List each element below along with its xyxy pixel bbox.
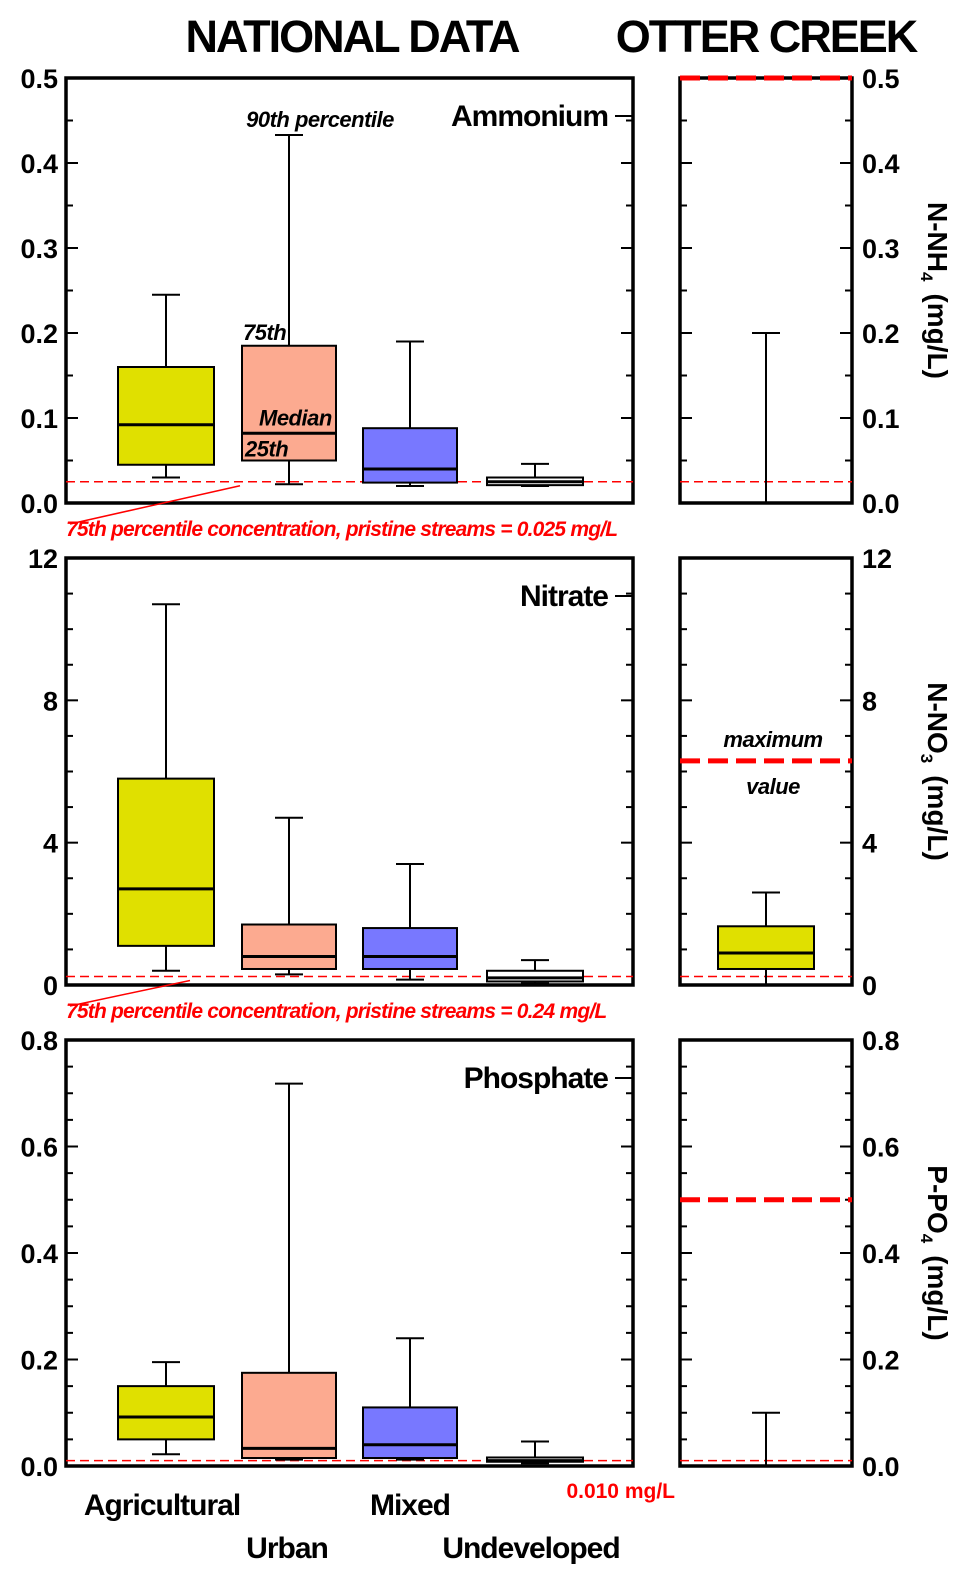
y-tick-label-right: 0.4 (862, 149, 900, 179)
box-iqr (241, 1371, 337, 1460)
box-iqr (362, 427, 458, 484)
box-mixed (362, 863, 458, 981)
reference-label: 75th percentile concentration, pristine … (66, 1000, 606, 1023)
y-tick-label-right: 0.3 (862, 234, 900, 264)
maximum-annotation: maximum (723, 727, 822, 752)
reference-pointer (69, 979, 191, 1007)
category-label-urban: Urban (246, 1532, 328, 1565)
category-label-mixed: Mixed (370, 1489, 450, 1522)
box-iqr (241, 923, 337, 970)
box-iqr (362, 927, 458, 970)
y-tick-label: 8 (43, 686, 58, 716)
box-undeveloped (486, 1440, 584, 1465)
y-tick-label: 0.1 (20, 404, 58, 434)
panel-ammonium: 0.0 0.0 0.1 0.1 0.2 0.2 0.3 0.3 0.4 0.4 0.5 0.5 Ammo… (20, 64, 953, 541)
reference-label: 0.010 mg/L (566, 1480, 675, 1503)
box-iqr (717, 925, 815, 970)
p75-annotation: 75th (243, 320, 286, 345)
panel-title: Ammonium (451, 100, 608, 133)
otter-creek-title: OTTER CREEK (616, 11, 919, 62)
y-tick-label: 0.4 (20, 149, 58, 179)
box-urban (241, 133, 337, 486)
panel-phosphate: 0.0 0.0 0.2 0.2 0.4 0.4 0.6 0.6 0.8 0.8 Phosphate P… (20, 1026, 953, 1503)
p25-annotation: 25th (244, 437, 288, 462)
y-tick-label: 0.6 (20, 1133, 58, 1163)
box-undeveloped (486, 959, 584, 985)
y-tick-label-right: 0.2 (862, 1346, 900, 1376)
y-tick-label: 12 (28, 544, 58, 574)
y-tick-label: 0 (43, 971, 58, 1001)
category-label-undeveloped: Undeveloped (442, 1532, 619, 1565)
y-tick-label: 4 (43, 829, 58, 859)
y-tick-label: 0.2 (20, 1346, 58, 1376)
box-iqr (117, 1385, 215, 1441)
panel-title: Phosphate (464, 1062, 609, 1095)
box-mixed (362, 1337, 458, 1461)
box-agricultural (117, 603, 215, 972)
panels: 0.0 0.0 0.1 0.1 0.2 0.2 0.3 0.3 0.4 0.4 0.5 0.5 Ammo… (20, 64, 953, 1565)
y-tick-label: 0.2 (20, 319, 58, 349)
box-undeveloped (486, 462, 584, 487)
y-tick-label: 0.0 (20, 489, 58, 519)
otter-frame (678, 1038, 854, 1468)
reference-pointer (69, 485, 241, 525)
box-urban (241, 816, 337, 976)
national-data-title: NATIONAL DATA (185, 11, 520, 62)
p90-annotation: 90th percentile (246, 107, 394, 132)
otter-creek-data (680, 75, 852, 503)
median-annotation: Median (259, 405, 332, 430)
y-tick-label-right: 0.1 (862, 404, 900, 434)
panel-title: Nitrate (520, 580, 608, 613)
y-tick-label-right: 0 (862, 971, 877, 1001)
box-iqr (117, 366, 215, 466)
y-tick-label-right: 12 (862, 544, 892, 574)
y-tick-label-right: 8 (862, 686, 877, 716)
box-agricultural (117, 293, 215, 479)
y-tick-label: 0.4 (20, 1239, 58, 1269)
y-tick-label-right: 0.6 (862, 1133, 900, 1163)
reference-label: 75th percentile concentration, pristine … (66, 518, 617, 541)
y-tick-label-right: 0.5 (862, 64, 900, 94)
y-axis-label: N-NH4(mg/L) (917, 202, 953, 379)
y-tick-label-right: 0.0 (862, 1452, 900, 1482)
y-tick-label-right: 0.2 (862, 319, 900, 349)
value-annotation: value (746, 774, 800, 799)
y-tick-label: 0.3 (20, 234, 58, 264)
y-tick-label-right: 4 (862, 829, 877, 859)
y-axis-label: N-NO3(mg/L) (917, 682, 953, 861)
box-iqr (241, 344, 337, 462)
y-tick-label: 0.8 (20, 1026, 58, 1056)
panel-nitrate: 0 0 4 4 8 8 12 12 Nitrate N-NO3(mg/L) 75th percent… (28, 544, 953, 1023)
category-label-agricultural: Agricultural (84, 1489, 240, 1522)
y-axis-label: P-PO4(mg/L) (917, 1165, 953, 1340)
y-tick-label-right: 0.0 (862, 489, 900, 519)
y-tick-label-right: 0.8 (862, 1026, 900, 1056)
y-tick-label: 0.5 (20, 64, 58, 94)
otter-creek-data (680, 1197, 852, 1466)
box-iqr (362, 1406, 458, 1460)
otter-creek-data (680, 758, 852, 985)
box-iqr (117, 777, 215, 947)
box-agricultural (117, 1361, 215, 1456)
box-urban (241, 1082, 337, 1461)
box-mixed (362, 340, 458, 487)
y-tick-label: 0.0 (20, 1452, 58, 1482)
y-tick-label-right: 0.4 (862, 1239, 900, 1269)
box-iqr (486, 969, 584, 983)
